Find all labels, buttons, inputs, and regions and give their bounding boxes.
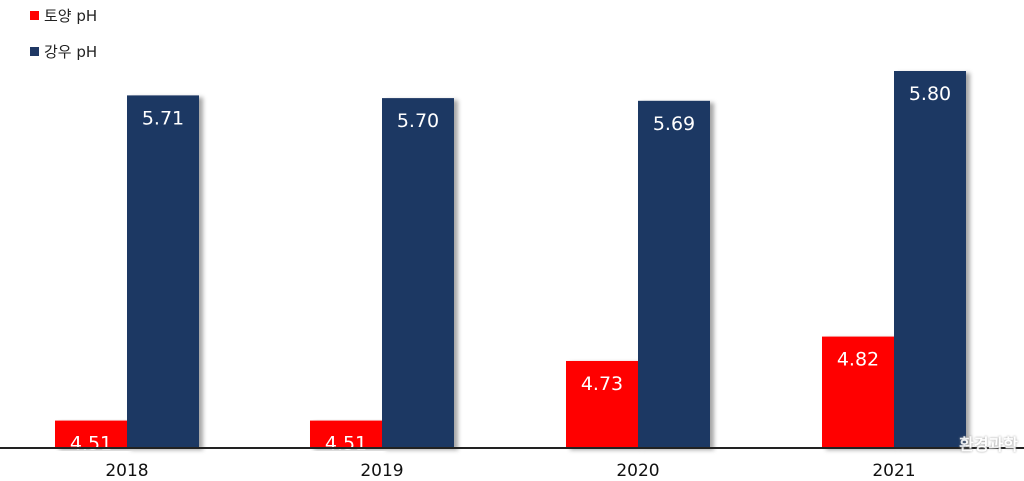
data-label-rain-2019: 5.70 (397, 110, 439, 132)
bar-soil-2019 (310, 420, 382, 448)
bar-soil-2018 (55, 420, 127, 448)
watermark-logo: 환경과학 (959, 435, 1018, 454)
data-label-rain-2020: 5.69 (653, 113, 695, 135)
data-label-soil-2020: 4.73 (581, 373, 623, 395)
x-tick-label-2019: 2019 (360, 461, 403, 481)
bar-soil-2021 (822, 336, 894, 448)
legend-label-rain: 강우 pH (44, 42, 98, 61)
bar-soil-2020 (566, 360, 638, 448)
data-label-soil-2019: 4.51 (325, 433, 367, 455)
bar-rain-2019 (382, 98, 454, 448)
legend-swatch-rain (30, 46, 39, 56)
bar-rain-2018 (127, 95, 199, 448)
legend-item-soil: 토양 pH (30, 4, 97, 26)
x-tick-label-2021: 2021 (872, 461, 915, 481)
data-label-soil-2018: 4.51 (70, 433, 112, 455)
legend: 토양 pH 강우 pH (30, 4, 97, 76)
x-tick-label-2020: 2020 (616, 461, 659, 481)
data-label-rain-2021: 5.80 (909, 83, 951, 105)
data-label-soil-2021: 4.82 (837, 349, 879, 371)
bar-rain-2021 (894, 71, 966, 448)
legend-label-soil: 토양 pH (44, 6, 98, 25)
legend-item-rain: 강우 pH (30, 40, 97, 62)
bar-rain-2020 (638, 100, 710, 448)
data-label-rain-2018: 5.71 (142, 107, 184, 129)
x-tick-label-2018: 2018 (105, 461, 148, 481)
legend-swatch-soil (30, 10, 39, 20)
